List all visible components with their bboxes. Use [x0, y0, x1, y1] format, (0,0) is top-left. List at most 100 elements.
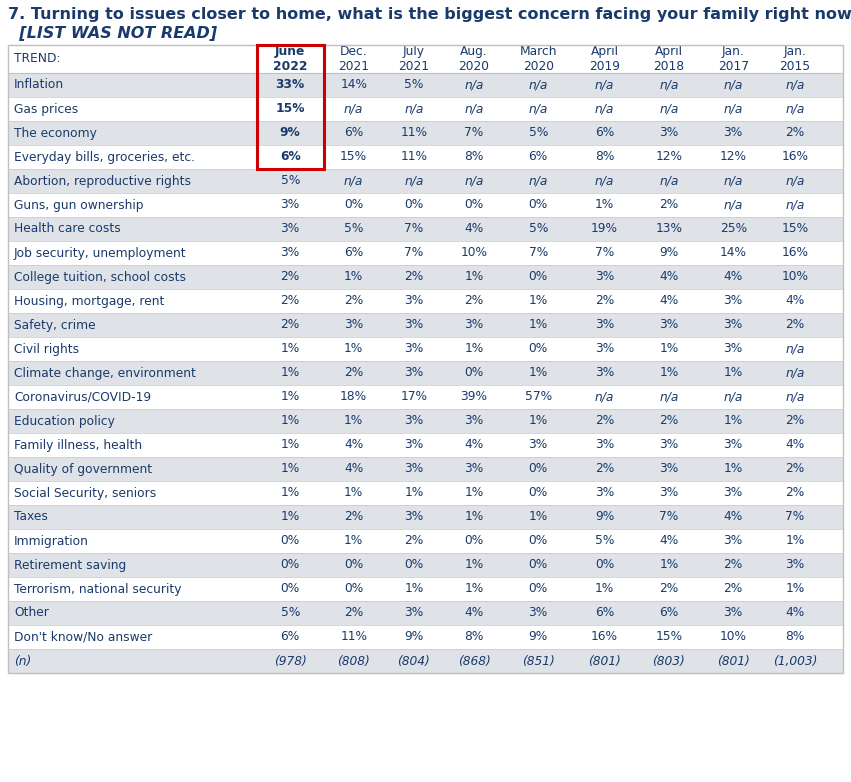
Text: Don't know/No answer: Don't know/No answer [14, 630, 152, 644]
Text: 2%: 2% [281, 271, 300, 284]
Bar [8, 265, 843, 289]
Text: 2%: 2% [723, 583, 743, 596]
Bar [8, 361, 843, 385]
Text: n/a: n/a [595, 174, 614, 188]
Text: 33%: 33% [276, 78, 305, 91]
Text: 1%: 1% [281, 511, 300, 523]
Text: 3%: 3% [660, 318, 678, 332]
Text: 6%: 6% [344, 246, 363, 260]
Text: (978): (978) [274, 655, 306, 668]
Text: 19%: 19% [591, 223, 618, 235]
Text: n/a: n/a [723, 78, 743, 91]
Text: 1%: 1% [723, 462, 743, 475]
Text: 5%: 5% [528, 127, 548, 139]
Text: Jan.
2017: Jan. 2017 [717, 45, 749, 73]
Text: Immigration: Immigration [14, 535, 89, 547]
Text: 6%: 6% [595, 127, 614, 139]
Text: (n): (n) [14, 655, 31, 668]
Text: n/a: n/a [785, 367, 805, 379]
Text: (851): (851) [522, 655, 555, 668]
Text: 11%: 11% [400, 127, 427, 139]
Bar [8, 337, 843, 361]
Text: n/a: n/a [344, 174, 363, 188]
Bar [8, 553, 843, 577]
Text: n/a: n/a [465, 78, 483, 91]
Text: 7. Turning to issues closer to home, what is the biggest concern facing your fam: 7. Turning to issues closer to home, wha… [8, 7, 851, 22]
Text: 4%: 4% [344, 462, 363, 475]
Text: 4%: 4% [723, 271, 743, 284]
Text: 4%: 4% [785, 295, 804, 307]
Text: 2%: 2% [465, 295, 483, 307]
Text: 3%: 3% [281, 246, 300, 260]
Bar [8, 97, 843, 121]
Bar [8, 481, 843, 505]
Text: 4%: 4% [465, 439, 483, 451]
Text: Education policy: Education policy [14, 414, 115, 428]
Text: 1%: 1% [344, 486, 363, 500]
Text: Coronavirus/COVID-19: Coronavirus/COVID-19 [14, 390, 151, 404]
Text: n/a: n/a [660, 174, 678, 188]
Bar [8, 625, 843, 649]
Text: Aug.
2020: Aug. 2020 [459, 45, 489, 73]
Bar [257, 45, 323, 169]
Text: 2%: 2% [785, 462, 804, 475]
Bar [8, 385, 843, 409]
Text: 57%: 57% [525, 390, 551, 404]
Bar [8, 529, 843, 553]
Text: 3%: 3% [404, 511, 424, 523]
Bar [8, 457, 843, 481]
Text: 5%: 5% [344, 223, 363, 235]
Text: 4%: 4% [660, 295, 678, 307]
Text: 1%: 1% [528, 295, 548, 307]
Text: 25%: 25% [720, 223, 747, 235]
Text: 2%: 2% [344, 295, 363, 307]
Text: 3%: 3% [723, 295, 743, 307]
Text: 7%: 7% [595, 246, 614, 260]
Text: 13%: 13% [655, 223, 683, 235]
Text: 4%: 4% [660, 271, 678, 284]
Text: 0%: 0% [528, 583, 548, 596]
Bar [8, 433, 843, 457]
Text: Everyday bills, groceries, etc.: Everyday bills, groceries, etc. [14, 150, 195, 163]
Text: April
2018: April 2018 [654, 45, 684, 73]
Bar [8, 409, 843, 433]
Text: 0%: 0% [344, 199, 363, 211]
Text: 4%: 4% [344, 439, 363, 451]
Text: 1%: 1% [281, 439, 300, 451]
Text: 0%: 0% [344, 583, 363, 596]
Text: 7%: 7% [404, 246, 424, 260]
Text: 2%: 2% [344, 607, 363, 619]
Text: n/a: n/a [660, 390, 678, 404]
Text: 2%: 2% [404, 535, 424, 547]
Text: 1%: 1% [344, 343, 363, 356]
Text: Jan.
2015: Jan. 2015 [780, 45, 810, 73]
Text: 3%: 3% [723, 439, 743, 451]
Text: 3%: 3% [404, 414, 424, 428]
Text: n/a: n/a [528, 102, 548, 116]
Text: Guns, gun ownership: Guns, gun ownership [14, 199, 144, 211]
Text: July
2021: July 2021 [398, 45, 429, 73]
Text: 2%: 2% [404, 271, 424, 284]
Text: 4%: 4% [465, 223, 483, 235]
Text: Taxes: Taxes [14, 511, 48, 523]
Text: 9%: 9% [280, 127, 300, 139]
Text: 1%: 1% [528, 367, 548, 379]
Text: 3%: 3% [281, 223, 300, 235]
Text: 5%: 5% [404, 78, 424, 91]
Text: 1%: 1% [465, 511, 483, 523]
Text: 1%: 1% [465, 343, 483, 356]
Text: The economy: The economy [14, 127, 97, 139]
Text: n/a: n/a [785, 174, 805, 188]
Text: 3%: 3% [723, 607, 743, 619]
Text: 3%: 3% [660, 439, 678, 451]
Text: Inflation: Inflation [14, 78, 64, 91]
Text: 4%: 4% [465, 607, 483, 619]
Text: 9%: 9% [660, 246, 678, 260]
Text: 7%: 7% [660, 511, 678, 523]
Text: 3%: 3% [595, 486, 614, 500]
Text: 1%: 1% [723, 367, 743, 379]
Text: 1%: 1% [344, 271, 363, 284]
Text: 14%: 14% [340, 78, 367, 91]
Text: 1%: 1% [281, 486, 300, 500]
Bar [8, 313, 843, 337]
